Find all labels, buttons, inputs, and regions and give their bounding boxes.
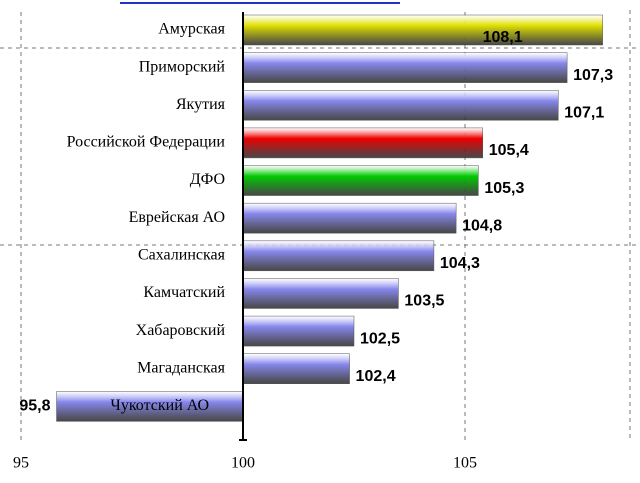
value-label: 103,5 xyxy=(404,293,444,310)
value-label: 107,1 xyxy=(564,104,604,121)
category-label: Камчатский xyxy=(143,284,225,301)
value-label: 107,3 xyxy=(573,67,613,84)
category-label: Приморский xyxy=(139,58,226,75)
category-label: Российской Федерации xyxy=(67,134,226,151)
bar xyxy=(242,278,399,309)
bar xyxy=(242,202,457,234)
category-label: Чукотский АО xyxy=(110,397,209,414)
x-tick-label: 105 xyxy=(453,455,477,472)
bar xyxy=(242,315,355,347)
value-label: 95,8 xyxy=(19,398,50,415)
category-label: Сахалинская xyxy=(138,246,226,263)
bar xyxy=(242,353,350,384)
bar xyxy=(242,14,603,46)
category-label: Хабаровский xyxy=(136,322,226,339)
category-label: ДФО xyxy=(190,171,225,188)
category-label: Магаданская xyxy=(137,359,226,376)
value-label: 105,3 xyxy=(484,180,524,197)
bar xyxy=(56,391,244,422)
bar xyxy=(242,90,559,121)
category-label: Амурская xyxy=(158,21,225,38)
value-label: 104,3 xyxy=(440,255,480,272)
bar xyxy=(242,165,479,196)
value-label: 102,5 xyxy=(360,330,400,347)
bar xyxy=(242,240,435,272)
value-label: 104,8 xyxy=(462,217,502,234)
value-label: 102,4 xyxy=(356,368,396,385)
category-label: Якутия xyxy=(176,96,226,113)
category-label: Еврейская АО xyxy=(129,209,225,226)
value-label: 105,4 xyxy=(489,142,529,159)
bar xyxy=(242,127,484,159)
x-tick-label: 95 xyxy=(13,455,29,472)
x-tick-label: 100 xyxy=(231,455,255,472)
bar xyxy=(242,52,568,83)
value-label: 108,1 xyxy=(483,29,523,46)
